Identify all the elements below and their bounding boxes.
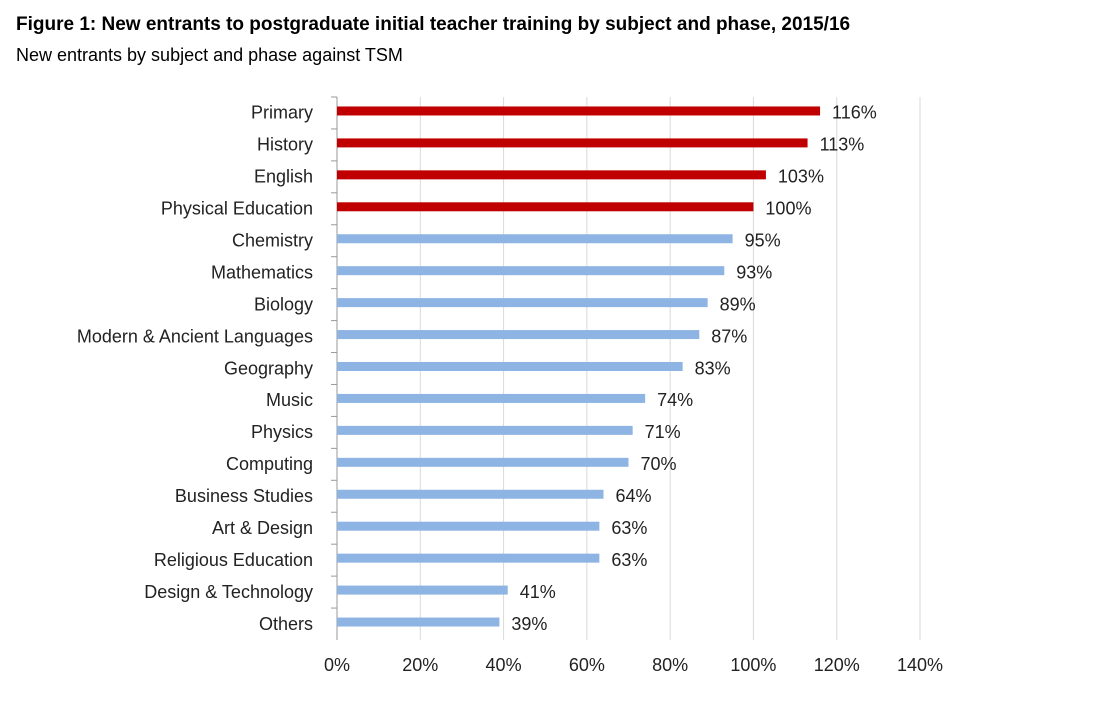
data-label: 116% [832,103,877,123]
y-tick-label: Music [266,390,313,410]
bar [337,202,754,212]
bar [337,298,708,308]
data-label: 39% [511,614,547,634]
y-tick-label: Religious Education [154,550,313,570]
y-tick-label: Physics [251,422,313,442]
bar [337,585,508,595]
y-tick-label: Design & Technology [144,582,313,602]
bar [337,170,766,180]
y-tick-label: Mathematics [211,262,313,282]
y-tick-label: Physical Education [161,199,313,219]
chart-subtitle: New entrants by subject and phase agains… [16,45,403,65]
bar [337,362,683,371]
chart-title: Figure 1: New entrants to postgraduate i… [16,14,850,35]
y-tick-label: Modern & Ancient Languages [77,326,313,346]
bar [337,330,700,340]
y-tick-label: Business Studies [175,486,313,506]
x-tick-label: 100% [730,655,776,675]
data-label: 71% [645,422,681,442]
x-tick-label: 60% [569,655,605,675]
data-label: 103% [778,167,824,187]
data-label: 63% [611,550,647,570]
bar [337,393,646,403]
y-tick-label: History [257,135,313,155]
data-label: 89% [720,294,756,314]
bar [337,266,725,276]
data-label: 87% [711,326,747,346]
data-label: 113% [820,135,865,155]
y-tick-label: Art & Design [212,518,313,538]
y-tick-label: Geography [224,358,313,378]
bar [337,425,633,435]
bar [337,521,600,531]
data-label: 64% [616,486,652,506]
bar [337,553,600,563]
data-label: 41% [520,582,556,602]
data-label: 100% [765,199,811,219]
x-tick-label: 140% [897,655,943,675]
data-label: 95% [745,230,781,250]
data-label: 74% [657,390,693,410]
data-label: 93% [736,262,772,282]
y-tick-label: Primary [251,103,313,123]
x-tick-label: 120% [814,655,860,675]
bar [337,457,629,467]
bar [337,489,604,499]
data-label: 83% [695,358,731,378]
bar [337,138,808,148]
y-tick-label: Computing [226,454,313,474]
y-tick-label: Chemistry [232,230,313,250]
y-tick-label: English [254,167,313,187]
data-label: 70% [641,454,677,474]
x-tick-label: 20% [402,655,438,675]
x-tick-label: 80% [652,655,688,675]
y-tick-label: Biology [254,294,313,314]
bar [337,234,733,244]
x-tick-label: 0% [324,655,350,675]
data-label: 63% [611,518,647,538]
bar [337,106,821,116]
bar [337,617,500,627]
x-tick-label: 40% [486,655,522,675]
y-tick-label: Others [259,614,313,634]
